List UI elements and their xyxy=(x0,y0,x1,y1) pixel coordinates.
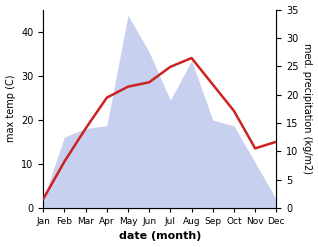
Y-axis label: max temp (C): max temp (C) xyxy=(5,75,16,143)
Y-axis label: med. precipitation (kg/m2): med. precipitation (kg/m2) xyxy=(302,43,313,174)
X-axis label: date (month): date (month) xyxy=(119,231,201,242)
